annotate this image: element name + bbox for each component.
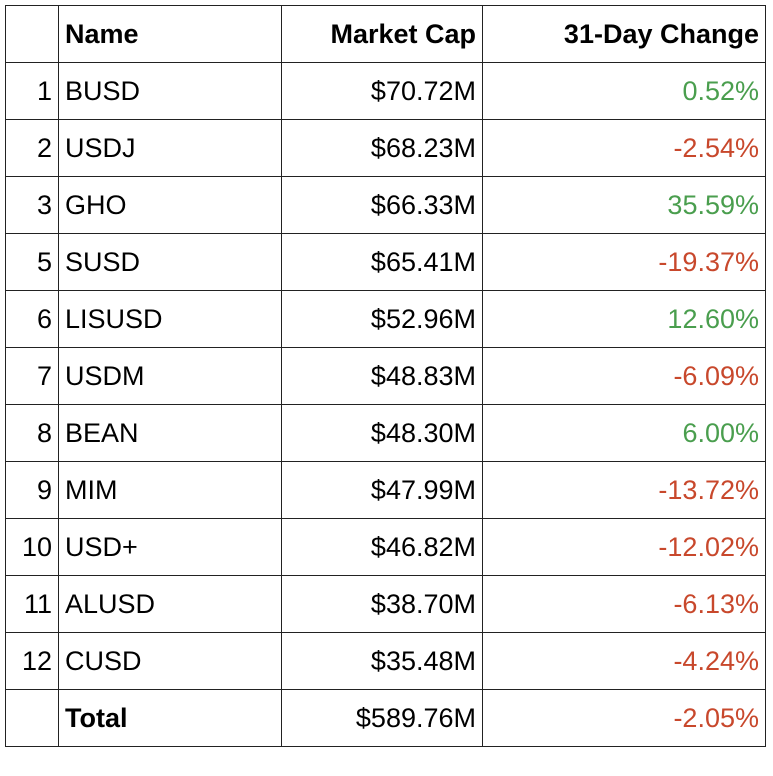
market-cap-cell: $46.82M — [281, 518, 483, 576]
header-cell: Name — [58, 5, 282, 63]
rank-cell: 11 — [5, 575, 59, 633]
name-cell: USD+ — [58, 518, 282, 576]
market-cap-cell: $48.30M — [281, 404, 483, 462]
market-cap-cell: $589.76M — [281, 689, 483, 747]
market-cap-cell: $70.72M — [281, 62, 483, 120]
table-row: 5 SUSD $65.41M -19.37% — [5, 233, 766, 291]
table-row: 9 MIM $47.99M -13.72% — [5, 461, 766, 519]
change-cell: -2.54% — [482, 119, 766, 177]
table-row: 10 USD+ $46.82M -12.02% — [5, 518, 766, 576]
rank-cell: 2 — [5, 119, 59, 177]
name-cell: BEAN — [58, 404, 282, 462]
header-cell — [5, 5, 59, 63]
market-cap-cell: $65.41M — [281, 233, 483, 291]
name-cell: SUSD — [58, 233, 282, 291]
change-cell: 0.52% — [482, 62, 766, 120]
name-cell: CUSD — [58, 632, 282, 690]
table-row: 11 ALUSD $38.70M -6.13% — [5, 575, 766, 633]
rank-cell: 3 — [5, 176, 59, 234]
market-cap-cell: $38.70M — [281, 575, 483, 633]
change-cell: 12.60% — [482, 290, 766, 348]
header-cell: Market Cap — [281, 5, 483, 63]
name-cell: USDM — [58, 347, 282, 405]
table-body: 1 BUSD $70.72M 0.52% 2 USDJ $68.23M -2.54% 3 GHO $… — [5, 62, 766, 747]
name-cell: GHO — [58, 176, 282, 234]
change-cell: -19.37% — [482, 233, 766, 291]
name-cell: USDJ — [58, 119, 282, 177]
name-cell: ALUSD — [58, 575, 282, 633]
rank-cell: 1 — [5, 62, 59, 120]
rank-cell: 12 — [5, 632, 59, 690]
market-cap-cell: $47.99M — [281, 461, 483, 519]
table-row: 12 CUSD $35.48M -4.24% — [5, 632, 766, 690]
rank-cell: 6 — [5, 290, 59, 348]
change-cell: -12.02% — [482, 518, 766, 576]
change-cell: -6.09% — [482, 347, 766, 405]
change-cell: -6.13% — [482, 575, 766, 633]
table-row: 1 BUSD $70.72M 0.52% — [5, 62, 766, 120]
stablecoin-table: Name Market Cap 31-Day Change 1 BUSD $70.7… — [5, 5, 766, 747]
table-row: 3 GHO $66.33M 35.59% — [5, 176, 766, 234]
change-cell: -2.05% — [482, 689, 766, 747]
market-cap-cell: $52.96M — [281, 290, 483, 348]
name-cell: MIM — [58, 461, 282, 519]
market-cap-cell: $48.83M — [281, 347, 483, 405]
name-cell: LISUSD — [58, 290, 282, 348]
rank-cell: 8 — [5, 404, 59, 462]
change-cell: -4.24% — [482, 632, 766, 690]
change-cell: -13.72% — [482, 461, 766, 519]
header-cell: 31-Day Change — [482, 5, 766, 63]
rank-cell: 10 — [5, 518, 59, 576]
total-row: Total $589.76M -2.05% — [5, 689, 766, 747]
market-cap-cell: $68.23M — [281, 119, 483, 177]
total-label: Total — [58, 689, 282, 747]
rank-cell: 9 — [5, 461, 59, 519]
market-cap-cell: $66.33M — [281, 176, 483, 234]
rank-cell — [5, 689, 59, 747]
market-cap-cell: $35.48M — [281, 632, 483, 690]
rank-cell: 5 — [5, 233, 59, 291]
table-row: 7 USDM $48.83M -6.09% — [5, 347, 766, 405]
header-row: Name Market Cap 31-Day Change — [5, 5, 766, 63]
table-row: 6 LISUSD $52.96M 12.60% — [5, 290, 766, 348]
name-cell: BUSD — [58, 62, 282, 120]
rank-cell: 7 — [5, 347, 59, 405]
change-cell: 35.59% — [482, 176, 766, 234]
change-cell: 6.00% — [482, 404, 766, 462]
table-row: 8 BEAN $48.30M 6.00% — [5, 404, 766, 462]
table-row: 2 USDJ $68.23M -2.54% — [5, 119, 766, 177]
